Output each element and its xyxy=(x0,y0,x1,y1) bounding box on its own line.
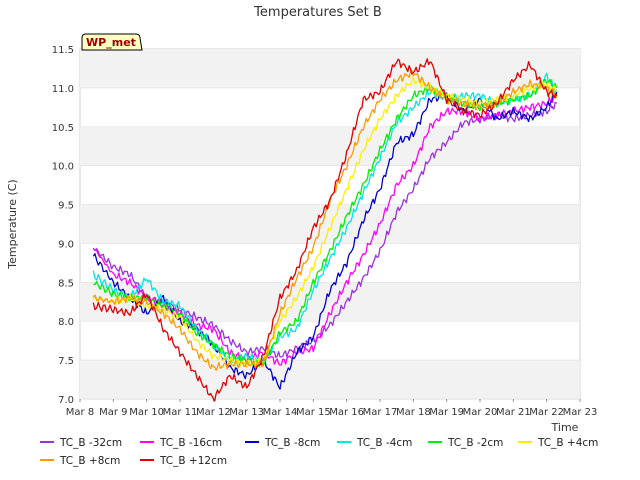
legend-label: TC_B +4cm xyxy=(537,437,598,449)
y-tick-label: 7.0 xyxy=(58,395,74,406)
annotation-box: WP_met xyxy=(81,33,143,51)
x-tick-label: Mar 9 xyxy=(99,407,127,418)
legend-label: TC_B -32cm xyxy=(59,437,122,449)
y-ticks: 7.0 7.5 8.0 8.5 9.0 9.5 10.0 10.5 11.0 11.5 xyxy=(52,45,74,406)
x-tick-label: Mar 14 xyxy=(263,407,298,418)
x-tick-label: Mar 11 xyxy=(163,407,198,418)
y-tick-label: 8.0 xyxy=(58,317,74,328)
y-tick-label: 8.5 xyxy=(58,278,74,289)
series-lines xyxy=(92,58,558,402)
y-tick-label: 10.0 xyxy=(52,162,74,173)
legend-label: TC_B -4cm xyxy=(356,437,412,449)
x-axis-label: Time xyxy=(551,421,579,434)
x-tick-label: Mar 15 xyxy=(296,407,331,418)
x-tick-label: Mar 19 xyxy=(429,407,464,418)
series-line-tc-b-16cm xyxy=(92,93,558,366)
annotation-text: WP_met xyxy=(86,36,136,49)
legend-label: TC_B +8cm xyxy=(59,455,120,467)
x-tick-label: Mar 12 xyxy=(196,407,231,418)
x-tick-label: Mar 20 xyxy=(463,407,498,418)
y-tick-label: 9.5 xyxy=(58,201,74,212)
grid-band xyxy=(80,49,580,88)
x-tick-label: Mar 18 xyxy=(396,407,431,418)
legend: TC_B -32cm TC_B -16cm TC_B -8cm TC_B -4cm TC… xyxy=(40,437,598,467)
series-line-tc-b-8cm xyxy=(92,69,558,371)
series-line-tc-b-4cm xyxy=(92,75,558,368)
x-tick-label: Mar 17 xyxy=(363,407,398,418)
y-axis-label: Temperature (C) xyxy=(6,179,19,269)
grid-band xyxy=(80,126,580,166)
legend-label: TC_B -16cm xyxy=(159,437,222,449)
x-tick-label: Mar 21 xyxy=(496,407,531,418)
y-tick-label: 11.5 xyxy=(52,45,74,56)
chart-title: Temperatures Set B xyxy=(253,5,382,20)
x-tick-label: Mar 22 xyxy=(529,407,564,418)
legend-label: TC_B -8cm xyxy=(264,437,320,449)
x-tick-label: Mar 23 xyxy=(563,407,598,418)
y-tick-label: 7.5 xyxy=(58,356,74,367)
x-tick-label: Mar 16 xyxy=(329,407,364,418)
y-tick-label: 10.5 xyxy=(52,123,74,134)
x-tick-label: Mar 8 xyxy=(66,407,94,418)
grid-band xyxy=(80,204,580,244)
x-tick-label: Mar 13 xyxy=(229,407,264,418)
series-line-tc-b-12cm xyxy=(92,58,558,402)
grid-band xyxy=(80,360,580,399)
y-tick-label: 11.0 xyxy=(52,84,74,95)
y-tick-label: 9.0 xyxy=(58,239,74,250)
legend-label: TC_B +12cm xyxy=(159,455,227,467)
legend-label: TC_B -2cm xyxy=(447,437,503,449)
x-tick-label: Mar 10 xyxy=(129,407,164,418)
